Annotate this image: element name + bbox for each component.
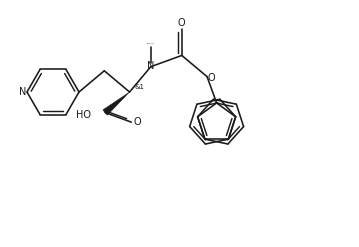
Text: N: N [19, 87, 27, 97]
Text: O: O [207, 73, 215, 83]
Text: &1: &1 [135, 84, 145, 90]
Text: O: O [178, 19, 186, 28]
Text: N: N [147, 61, 154, 71]
Text: HO: HO [76, 110, 91, 120]
Text: methyl_line: methyl_line [147, 42, 155, 44]
Text: O: O [134, 117, 141, 127]
Polygon shape [103, 92, 130, 115]
